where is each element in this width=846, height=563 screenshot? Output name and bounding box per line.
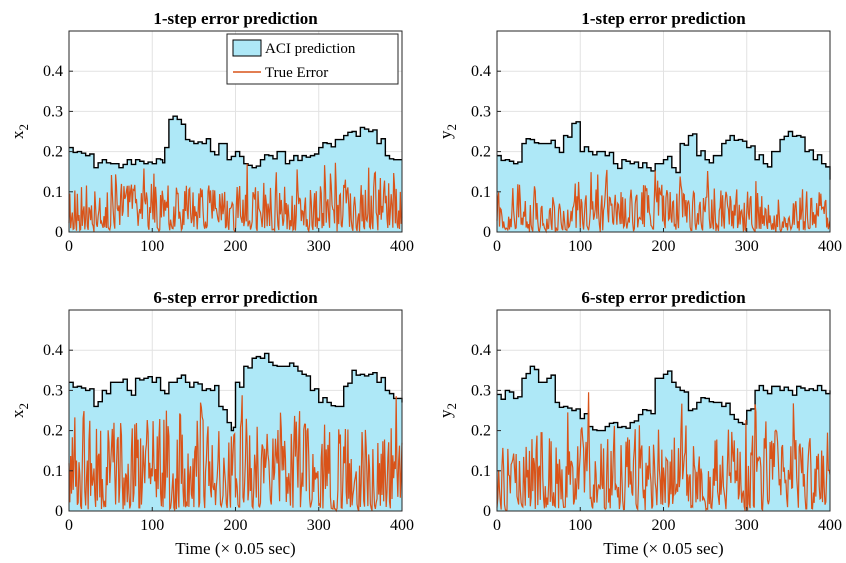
y-axis-label: x2: [8, 403, 31, 418]
x-tick-label: 0: [493, 517, 501, 534]
subplot-title: 6-step error prediction: [153, 288, 318, 307]
y-tick-label: 0.4: [471, 63, 491, 80]
x-tick-label: 100: [568, 517, 592, 534]
x-tick-label: 400: [818, 238, 842, 255]
y-tick-label: 0.3: [471, 103, 491, 120]
y-tick-label: 0: [483, 224, 491, 241]
subplot-4: 0 100 200 300 400 0 0.1 0.2 0.3 0.4 6-step error p…: [436, 288, 842, 558]
aci-prediction-upper-line: [69, 352, 403, 432]
y-axis-label-subscript: 2: [16, 403, 31, 410]
y-tick-label: 0.4: [471, 342, 491, 359]
y-axis-label-main: y: [436, 409, 455, 418]
true-error-line: [496, 392, 831, 512]
x-tick-label: 300: [307, 238, 331, 255]
x-tick-label: 0: [65, 517, 73, 534]
subplot-title: 6-step error prediction: [581, 288, 746, 307]
y-axis-label-subscript: 2: [444, 124, 459, 131]
y-tick-label: 0.1: [471, 463, 491, 480]
y-axis-label-main: y: [436, 130, 455, 139]
subplot-1: 0 100 200 300 400 0 0.1 0.2 0.3 0.4 1-step error p…: [8, 9, 414, 255]
x-tick-label: 100: [568, 238, 592, 255]
aci-prediction-upper-line: [497, 365, 831, 432]
y-tick-label: 0.2: [43, 423, 63, 440]
x-tick-label: 400: [390, 517, 414, 534]
x-tick-label: 200: [224, 238, 248, 255]
y-tick-label: 0.3: [43, 103, 63, 120]
x-tick-label: 0: [65, 238, 73, 255]
x-tick-label: 100: [140, 517, 164, 534]
true-error-line: [496, 169, 831, 234]
legend: ACI prediction True Error: [226, 33, 399, 85]
x-tick-label: 300: [307, 517, 331, 534]
y-axis-label: x2: [8, 124, 31, 139]
y-tick-label: 0.2: [471, 144, 491, 161]
legend-label-aci: ACI prediction: [265, 41, 356, 57]
x-tick-label: 400: [390, 238, 414, 255]
y-tick-label: 0.1: [43, 184, 63, 201]
y-tick-label: 0: [483, 503, 491, 520]
x-tick-label: 200: [224, 517, 248, 534]
y-axis-label-main: x: [8, 409, 27, 418]
y-axis-label-subscript: 2: [16, 124, 31, 131]
y-axis-label-main: x: [8, 130, 27, 139]
x-tick-label: 300: [735, 517, 759, 534]
x-tick-label: 200: [652, 238, 676, 255]
y-tick-label: 0.4: [43, 63, 63, 80]
y-tick-label: 0.1: [471, 184, 491, 201]
subplot-title: 1-step error prediction: [153, 9, 318, 28]
y-tick-label: 0: [55, 503, 63, 520]
y-axis-label: y2: [436, 124, 459, 139]
x-axis-label: Time (× 0.05 sec): [175, 539, 295, 558]
x-tick-label: 400: [818, 517, 842, 534]
y-tick-label: 0.3: [471, 382, 491, 399]
x-axis-label: Time (× 0.05 sec): [603, 539, 723, 558]
y-tick-label: 0.3: [43, 382, 63, 399]
legend-label-true-error: True Error: [265, 65, 328, 81]
y-tick-label: 0.2: [471, 423, 491, 440]
y-tick-label: 0.2: [43, 144, 63, 161]
aci-prediction-upper-line: [497, 121, 831, 180]
subplot-3: 0 100 200 300 400 0 0.1 0.2 0.3 0.4 6-step error p…: [8, 288, 414, 558]
x-tick-label: 100: [140, 238, 164, 255]
y-axis-label: y2: [436, 403, 459, 418]
legend-swatch-aci: [232, 39, 262, 57]
subplot-2: 0 100 200 300 400 0 0.1 0.2 0.3 0.4 1-step error p…: [436, 9, 842, 255]
y-tick-label: 0.4: [43, 342, 63, 359]
x-tick-label: 200: [652, 517, 676, 534]
subplot-title: 1-step error prediction: [581, 9, 746, 28]
x-tick-label: 0: [493, 238, 501, 255]
y-tick-label: 0.1: [43, 463, 63, 480]
aci-prediction-upper-line: [69, 115, 402, 169]
y-tick-label: 0: [55, 224, 63, 241]
y-axis-label-subscript: 2: [444, 403, 459, 410]
true-error-line: [68, 395, 403, 513]
x-tick-label: 300: [735, 238, 759, 255]
